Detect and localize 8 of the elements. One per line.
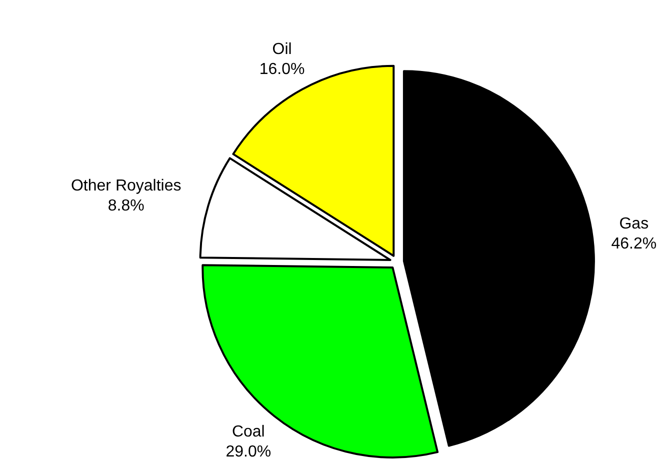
slice-label: Other Royalties: [70, 177, 182, 194]
slice-label: Gas: [619, 216, 649, 233]
slice-label: Coal: [232, 423, 265, 440]
data-label: 16.0%: [259, 60, 305, 78]
data-label: 8.8%: [108, 197, 144, 214]
data-label: 29.0%: [226, 443, 272, 460]
data-label: 46.2%: [611, 236, 657, 253]
slice-label: Oil: [272, 40, 292, 58]
